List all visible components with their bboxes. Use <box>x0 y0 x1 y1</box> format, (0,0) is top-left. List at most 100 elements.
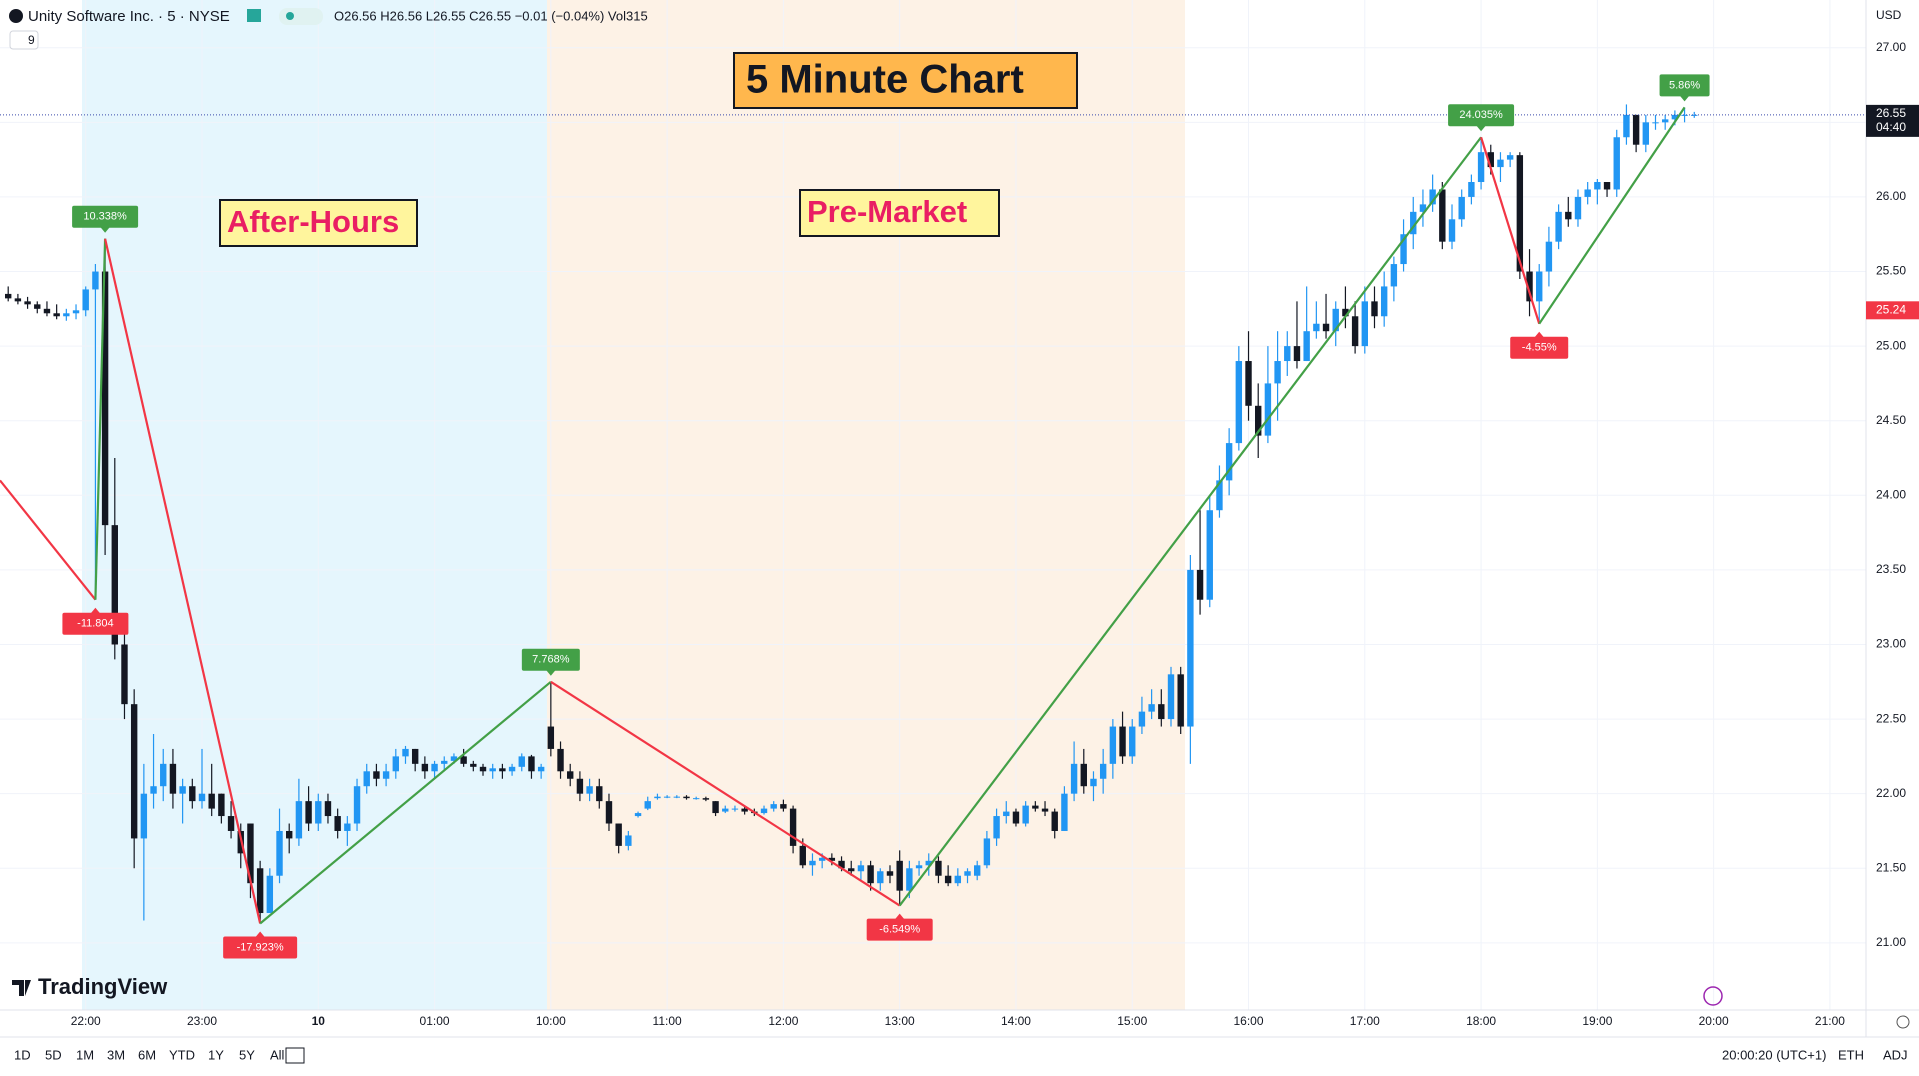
ohlc-legend: O26.56 H26.56 L26.55 C26.55 −0.01 (−0.04… <box>334 8 648 23</box>
candle-body <box>1477 152 1485 183</box>
candle-body <box>363 771 370 787</box>
candle-body <box>411 748 419 764</box>
x-tick-label: 14:00 <box>1001 1014 1031 1028</box>
candle-body <box>828 857 836 861</box>
candle-body <box>1584 189 1591 197</box>
pivot-label-box <box>72 205 139 228</box>
candle-body <box>1351 316 1359 347</box>
pivot-pointer <box>1534 331 1545 338</box>
candle-body <box>266 875 274 914</box>
candle-body <box>1032 805 1039 809</box>
candle-body <box>489 768 496 772</box>
clock[interactable]: 20:00:20 (UTC+1) <box>1722 1047 1826 1062</box>
pivot-label: -11.804 <box>77 618 114 630</box>
candle-body <box>1506 155 1514 160</box>
range-button[interactable]: 1M <box>76 1047 94 1062</box>
candle-body <box>1671 114 1679 120</box>
currency-label[interactable]: USD <box>1876 8 1902 22</box>
candle-body <box>150 786 157 794</box>
candle-body <box>528 756 535 772</box>
candle-body <box>1371 301 1378 317</box>
candle-body <box>324 801 332 817</box>
adjust-toggle[interactable]: ADJ <box>1883 1047 1908 1062</box>
candle-body <box>1041 808 1049 812</box>
range-button[interactable]: 5Y <box>239 1047 255 1062</box>
candle-body <box>402 748 409 757</box>
alert-icon[interactable] <box>1703 986 1723 1006</box>
candle-body <box>63 313 70 317</box>
pivot-label: 7.768% <box>532 654 570 666</box>
y-tick-label: 24.00 <box>1876 487 1906 501</box>
candle-body <box>896 860 903 891</box>
price-marker-box <box>1866 301 1919 320</box>
candle-body <box>1129 726 1136 757</box>
candle-body <box>1545 241 1553 272</box>
x-tick-label: 19:00 <box>1582 1014 1612 1028</box>
candle-body <box>1322 323 1330 332</box>
pivot-label: 24.035% <box>1459 109 1503 121</box>
candle-body <box>198 793 206 802</box>
pivot-pointer <box>1679 95 1690 102</box>
range-button[interactable]: YTD <box>169 1047 195 1062</box>
x-tick-label: 21:00 <box>1815 1014 1845 1028</box>
candle-body <box>1264 383 1272 436</box>
annotation-box <box>799 189 1000 237</box>
zigzag-segment <box>259 680 552 925</box>
settings-icon[interactable] <box>1896 1015 1910 1029</box>
candle-body <box>1070 763 1078 794</box>
candle-body <box>334 816 341 831</box>
candle-body <box>1293 346 1301 362</box>
candle-body <box>567 771 574 779</box>
indicator-count[interactable]: 9 <box>28 33 35 47</box>
candle-body <box>1574 196 1582 220</box>
candle-body <box>179 786 186 794</box>
pivot-label-box <box>1659 74 1710 97</box>
flag-icon[interactable] <box>247 9 261 22</box>
candle-body <box>189 786 196 802</box>
x-tick-label: 11:00 <box>653 1014 682 1028</box>
candle-body <box>770 804 777 809</box>
range-button[interactable]: 1D <box>14 1047 31 1062</box>
candle-body <box>741 808 748 812</box>
candle-body <box>644 801 651 809</box>
range-button[interactable]: 6M <box>138 1047 156 1062</box>
date-range-icon[interactable] <box>285 1047 305 1064</box>
pre-market-region <box>547 0 1185 1010</box>
logo-icon <box>12 980 31 996</box>
y-tick-label: 23.50 <box>1876 562 1906 576</box>
x-tick-label: 10:00 <box>536 1014 566 1028</box>
symbol-title[interactable]: Unity Software Inc. · 5 · NYSE <box>28 8 230 25</box>
candle-body <box>1516 155 1524 272</box>
range-button[interactable]: 3M <box>107 1047 125 1062</box>
y-tick-label: 27.00 <box>1876 40 1906 54</box>
candle-body <box>5 293 12 299</box>
candle-body <box>1487 152 1494 168</box>
range-button[interactable]: 5D <box>45 1047 62 1062</box>
candle-body <box>964 871 971 876</box>
logo-text: TradingView <box>38 974 168 999</box>
pivot-label-box <box>62 612 129 635</box>
zigzag-segment <box>94 238 107 600</box>
pivot-label: -4.55% <box>1522 342 1557 354</box>
zigzag-segment <box>1480 136 1541 325</box>
candle-body <box>1526 271 1533 302</box>
candle-body <box>915 865 923 869</box>
last-price-box <box>1866 104 1919 137</box>
candle-body <box>470 763 477 767</box>
candle-body <box>1003 811 1010 817</box>
session-toggle[interactable]: ETH <box>1838 1047 1864 1062</box>
candle-body <box>392 756 399 772</box>
zigzag-segment <box>0 479 97 601</box>
candle-body <box>499 768 506 772</box>
indicator-toggle[interactable] <box>9 30 39 50</box>
range-button[interactable]: 1Y <box>208 1047 224 1062</box>
candle-body <box>1681 114 1688 116</box>
range-button[interactable]: All <box>270 1047 285 1062</box>
symbol-icon[interactable] <box>9 9 23 23</box>
y-tick-label: 25.50 <box>1876 264 1906 278</box>
candle-body <box>925 860 932 866</box>
candle-body <box>1613 137 1620 190</box>
candle-body <box>24 301 31 305</box>
candle-body <box>1187 569 1194 727</box>
candle-body <box>276 830 283 876</box>
